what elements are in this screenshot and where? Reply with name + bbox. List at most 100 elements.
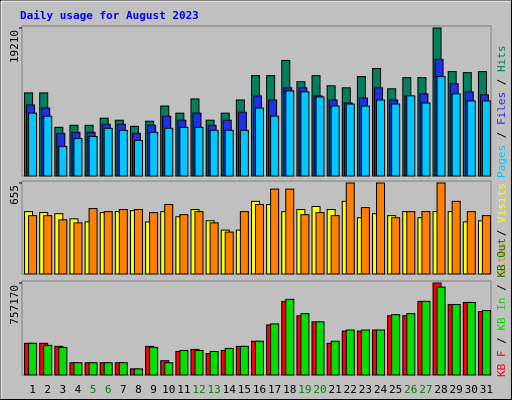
x-tick-label: 25 — [389, 383, 402, 396]
bar — [133, 139, 143, 177]
bar — [481, 215, 491, 275]
legend-separator: / — [495, 223, 508, 243]
y-tick-label: 757170 — [8, 285, 21, 325]
bar — [43, 344, 53, 376]
bar — [164, 204, 174, 275]
bar — [421, 211, 431, 275]
legend-entry: Visits — [495, 183, 508, 223]
bar — [73, 137, 83, 177]
bar — [391, 314, 401, 376]
bar — [73, 222, 83, 275]
bar — [239, 345, 249, 376]
x-tick-label: 8 — [135, 383, 142, 396]
bar — [376, 329, 386, 376]
y-tick-label: 19210 — [8, 30, 21, 63]
bar — [224, 231, 234, 275]
bar — [194, 126, 204, 177]
bar — [315, 96, 325, 177]
bar — [481, 310, 491, 376]
bar — [421, 300, 431, 376]
bar — [421, 102, 431, 177]
bar — [451, 200, 461, 275]
x-tick-label: 15 — [238, 383, 251, 396]
bar — [300, 214, 310, 275]
x-tick-label: 16 — [253, 383, 266, 396]
bar — [360, 105, 370, 177]
x-tick-label: 2 — [44, 383, 51, 396]
bar — [345, 182, 355, 275]
x-tick-label: 27 — [419, 383, 432, 396]
x-tick-label: 30 — [465, 383, 478, 396]
legend-entry: Pages — [495, 145, 508, 178]
bar — [300, 313, 310, 376]
x-tick-label: 26 — [404, 383, 417, 396]
bar — [345, 103, 355, 177]
bar — [28, 112, 38, 177]
bar — [300, 91, 310, 177]
legend: Pages / Files / Hits — [495, 46, 508, 179]
bar — [194, 349, 204, 376]
bar — [406, 95, 416, 177]
x-tick-label: 13 — [207, 383, 220, 396]
legend-separator: / — [495, 331, 508, 351]
x-tick-label: 24 — [374, 383, 388, 396]
bar — [118, 362, 128, 376]
legend-entry: Hits — [495, 46, 508, 73]
bar — [391, 217, 401, 275]
x-tick-label: 14 — [223, 383, 237, 396]
legend-entry: KB Out — [495, 238, 508, 278]
legend: Sites / Visits — [495, 183, 508, 276]
x-tick-label: 19 — [298, 383, 311, 396]
bar — [315, 321, 325, 376]
bar — [360, 329, 370, 376]
legend-separator: / — [495, 125, 508, 145]
bar — [164, 127, 174, 177]
x-tick-label: 22 — [344, 383, 357, 396]
bar — [133, 368, 143, 376]
bar — [270, 188, 280, 275]
bar — [179, 214, 189, 275]
bar — [224, 129, 234, 177]
bar — [466, 211, 476, 275]
bar — [406, 211, 416, 275]
bar — [164, 362, 174, 376]
legend-entry: Sites — [495, 243, 508, 276]
x-tick-label: 18 — [283, 383, 296, 396]
legend-separator: / — [495, 72, 508, 92]
bar — [391, 103, 401, 177]
bar — [270, 115, 280, 177]
bar — [133, 209, 143, 275]
bar — [149, 131, 159, 177]
x-tick-label: 9 — [150, 383, 157, 396]
x-tick-label: 31 — [480, 383, 493, 396]
bar — [58, 219, 68, 275]
bar — [466, 100, 476, 177]
bar — [239, 211, 249, 275]
bar — [209, 129, 219, 177]
bar — [118, 209, 128, 275]
bar — [103, 362, 113, 376]
bar — [481, 100, 491, 177]
x-tick-label: 10 — [162, 383, 175, 396]
bar — [28, 342, 38, 376]
bar — [376, 182, 386, 275]
x-tick-label: 12 — [192, 383, 205, 396]
bar — [255, 340, 264, 376]
bar — [330, 340, 340, 376]
x-tick-label: 4 — [75, 383, 82, 396]
bar — [345, 329, 355, 376]
bar — [103, 211, 113, 275]
x-tick-label: 11 — [177, 383, 190, 396]
bar — [209, 350, 219, 376]
x-tick-label: 20 — [313, 383, 326, 396]
bar — [406, 313, 416, 376]
bar — [43, 215, 53, 275]
bar — [58, 146, 68, 177]
bar — [43, 115, 53, 177]
bar — [376, 99, 386, 177]
y-tick-label: 655 — [8, 185, 21, 205]
bar — [436, 286, 446, 376]
bar — [451, 303, 461, 376]
x-tick-label: 29 — [450, 383, 463, 396]
